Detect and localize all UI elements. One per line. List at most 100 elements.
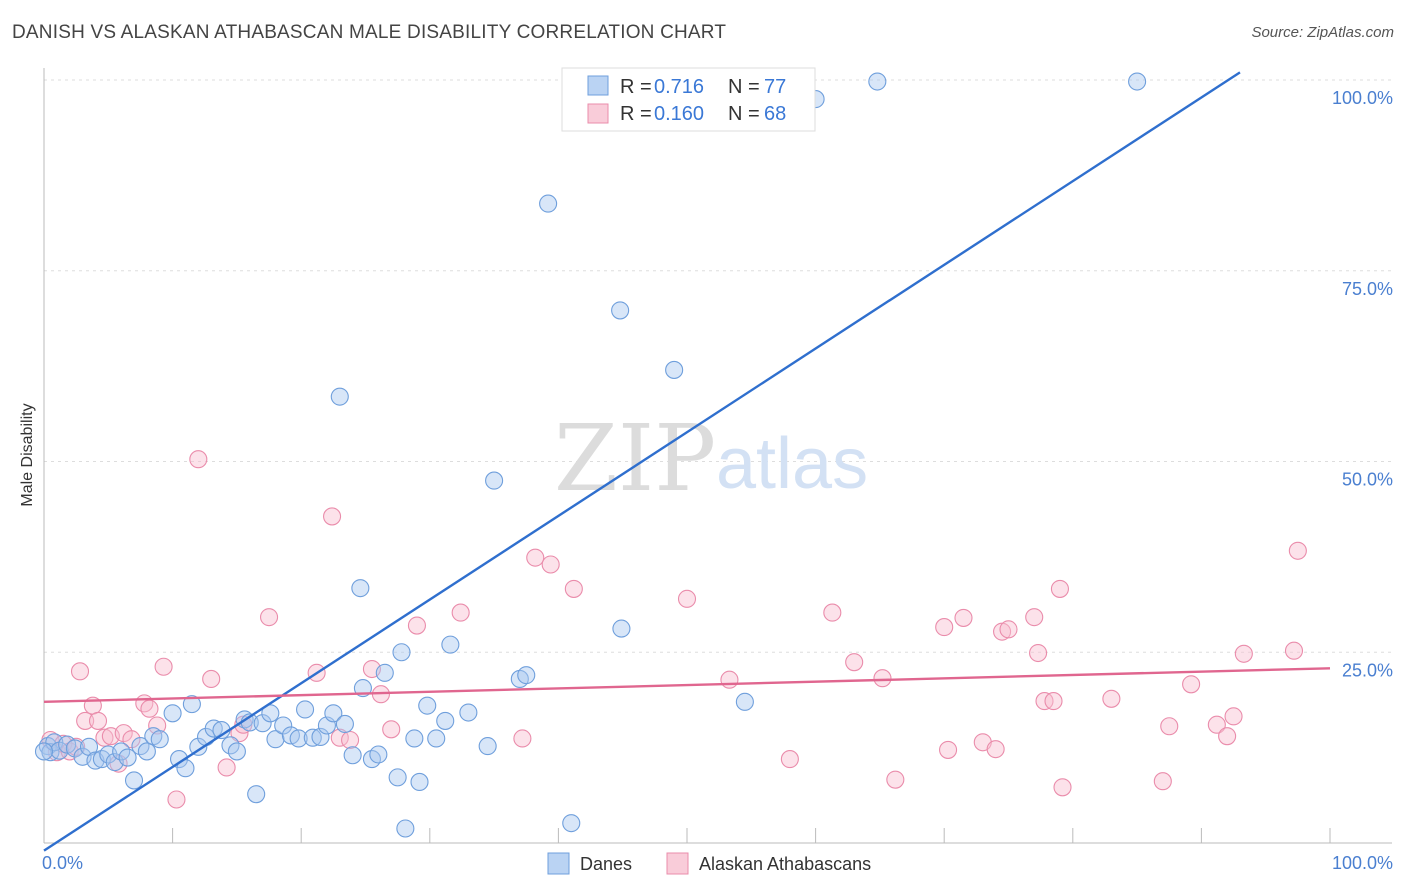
danes-point: [137, 742, 156, 761]
athabascan-point: [407, 616, 426, 635]
danes-point: [362, 750, 381, 769]
x-tick-labels: 0.0% 100.0%: [42, 853, 1393, 873]
danes-point: [517, 666, 536, 685]
athabascan-point: [677, 589, 697, 608]
danes-point: [266, 730, 285, 749]
athabascan-point: [999, 620, 1018, 639]
danes-point: [118, 748, 137, 767]
athabascan-point: [986, 740, 1005, 759]
athabascan-point: [323, 507, 342, 526]
athabascan-point: [564, 579, 583, 598]
legend-swatch-athabascans: [587, 103, 609, 124]
danes-points: [34, 72, 1147, 838]
danes-point: [427, 729, 446, 748]
athabascan-point: [886, 770, 905, 789]
athabascan-point: [1224, 707, 1243, 726]
athabascan-point: [217, 758, 236, 777]
x-ticks: [172, 828, 1331, 843]
danes-point: [418, 696, 437, 715]
danes-point: [392, 643, 411, 662]
athabascan-point: [1288, 541, 1307, 560]
athabascan-point: [823, 603, 842, 622]
x-tick-label-max: 100.0%: [1332, 853, 1393, 873]
danes-point: [611, 301, 630, 320]
danes-point: [296, 700, 315, 719]
source-label: Source: ZipAtlas.com: [1251, 24, 1394, 41]
danes-point: [335, 714, 354, 734]
athabascan-point: [140, 699, 159, 718]
legend-n-value-athabascans: 68: [764, 103, 786, 125]
danes-point: [735, 692, 754, 711]
legend-n-label: N =: [728, 76, 760, 98]
danes-point: [410, 772, 429, 792]
danes-point: [324, 704, 343, 723]
athabascan-point: [202, 669, 221, 689]
danes-point: [41, 743, 60, 762]
danes-point: [189, 737, 208, 756]
danes-point: [343, 746, 362, 765]
watermark: ZIP atlas: [554, 405, 868, 512]
athabascan-point: [1153, 772, 1172, 791]
danes-point: [375, 663, 394, 682]
danes-point: [204, 719, 223, 738]
athabascan-point: [259, 608, 279, 627]
danes-point: [1128, 72, 1147, 91]
watermark-atlas: atlas: [716, 424, 868, 504]
athabascan-point: [88, 711, 108, 730]
athabascan-point: [1160, 717, 1179, 736]
danes-point: [485, 471, 504, 490]
athabascan-point: [720, 670, 739, 689]
bottom-legend-swatch-danes: [547, 852, 570, 875]
danes-point: [247, 785, 266, 804]
legend-r-value-athabascans: 0.160: [654, 103, 704, 125]
athabascan-point: [1207, 715, 1226, 734]
danes-point: [150, 730, 169, 749]
series-legend: Danes Alaskan Athabascans: [547, 852, 871, 875]
athabascan-point: [382, 720, 401, 739]
danes-trendline: [43, 71, 1241, 852]
legend-r-label: R =: [620, 76, 652, 98]
athabascan-points: [41, 450, 1307, 809]
athabascan-point: [95, 728, 114, 747]
y-tick-label-100: 100.0%: [1332, 88, 1393, 108]
athabascan-point: [873, 669, 892, 688]
athabascan-point: [780, 750, 799, 769]
legend-r-value-danes: 0.716: [654, 76, 704, 98]
watermark-zip: ZIP: [554, 405, 716, 512]
danes-point: [182, 695, 201, 714]
danes-point: [436, 711, 455, 730]
legend-n-label: N =: [728, 103, 760, 125]
danes-point: [124, 771, 144, 790]
athabascan-point: [954, 608, 973, 627]
athabascan-point: [1025, 608, 1044, 627]
athabascan-point: [341, 730, 360, 750]
danes-point: [289, 729, 308, 748]
athabascan-trendline: [43, 667, 1331, 704]
athabascan-point: [1284, 641, 1304, 660]
chart-title: DANISH VS ALASKAN ATHABASCAN MALE DISABI…: [12, 22, 727, 43]
bottom-legend-label-athabascans: Alaskan Athabascans: [699, 854, 871, 874]
y-tick-label-50: 50.0%: [1342, 470, 1393, 490]
danes-point: [330, 387, 349, 406]
danes-point: [388, 768, 407, 787]
bottom-legend-swatch-athabascans: [666, 852, 689, 875]
y-tick-labels: 25.0% 50.0% 75.0% 100.0%: [1332, 88, 1393, 680]
danes-point: [274, 716, 293, 735]
athabascan-point: [122, 730, 141, 749]
athabascan-point: [513, 729, 532, 748]
athabascan-point: [1050, 579, 1069, 598]
danes-point: [303, 728, 322, 747]
bottom-legend-label-danes: Danes: [580, 854, 632, 874]
y-tick-label-25: 25.0%: [1342, 660, 1393, 680]
y-tick-label-75: 75.0%: [1342, 279, 1393, 299]
danes-point: [227, 742, 246, 761]
athabascan-point: [845, 653, 864, 672]
athabascan-point: [451, 603, 470, 622]
athabascan-point: [70, 662, 90, 681]
danes-point: [396, 819, 415, 838]
trendlines: [43, 71, 1331, 852]
danes-point: [539, 194, 558, 213]
athabascan-point: [526, 548, 545, 567]
athabascan-point: [935, 618, 954, 637]
danes-point: [405, 729, 424, 748]
